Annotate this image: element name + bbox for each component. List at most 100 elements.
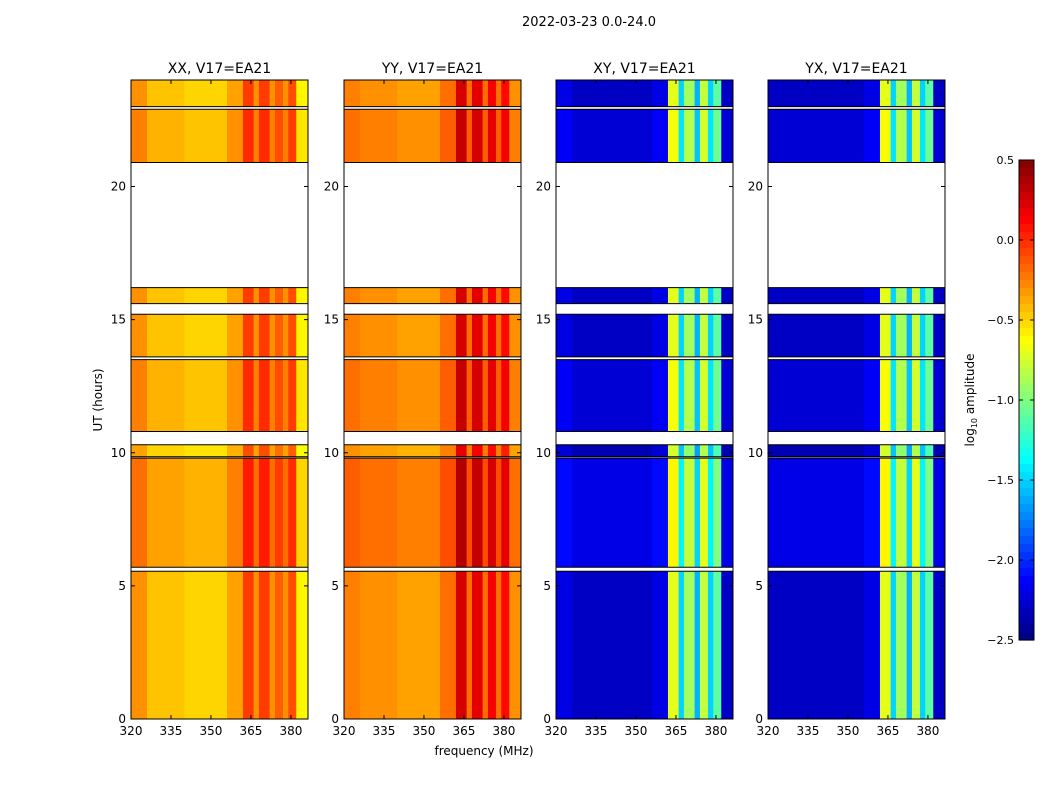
panel-title: XY, V17=EA21 — [593, 61, 695, 77]
heatmap-cell — [890, 287, 897, 304]
heatmap-cell — [274, 287, 284, 304]
heatmap-cell — [571, 571, 610, 719]
colorbar-swatch — [1019, 496, 1034, 505]
heatmap-cell — [274, 80, 284, 107]
heatmap-cell — [226, 109, 244, 163]
heatmap-cell — [678, 287, 685, 304]
colorbar-swatch — [1019, 376, 1034, 385]
heatmap-cell — [694, 80, 701, 107]
heatmap-cell — [359, 314, 398, 357]
heatmap-cell — [925, 571, 934, 719]
heatmap-cell — [269, 80, 276, 107]
heatmap-cell — [667, 80, 680, 107]
panel-yy: YY, V17=EA21 320 335 350 365 380 0 5 10 15 20 — [324, 61, 522, 738]
heatmap-cell — [146, 109, 185, 163]
heatmap-cell — [471, 287, 484, 304]
heatmap-cell — [783, 287, 822, 304]
panel-yx: YX, V17=EA21 320 335 350 365 380 0 5 10 15 20 — [748, 61, 946, 738]
colorbar-swatch — [1019, 480, 1034, 489]
colorbar-swatch — [1019, 160, 1034, 169]
heatmap-cell — [226, 314, 244, 357]
x-tick-label: 380 — [916, 724, 939, 738]
heatmap-cell — [269, 109, 276, 163]
colorbar-swatch — [1019, 264, 1034, 273]
heatmap-cell — [131, 287, 148, 304]
heatmap-cell — [683, 109, 696, 163]
heatmap-cell — [895, 109, 908, 163]
heatmap-cell — [925, 109, 934, 163]
heatmap-cell — [911, 444, 921, 457]
heatmap-cell — [495, 444, 502, 457]
heatmap-cell — [933, 109, 946, 163]
colorbar-swatch — [1019, 536, 1034, 545]
heatmap-cell — [296, 80, 309, 107]
x-tick-label: 365 — [877, 724, 900, 738]
colorbar-swatch — [1019, 328, 1034, 337]
heatmap-cell — [253, 458, 260, 568]
heatmap-cell — [282, 80, 289, 107]
panel-frame — [555, 79, 734, 720]
heatmap-cell — [651, 80, 669, 107]
heatmap-cell — [651, 571, 669, 719]
colorbar-swatch — [1019, 432, 1034, 441]
heatmap-cell — [694, 109, 701, 163]
x-tick-label: 350 — [837, 724, 860, 738]
heatmap-cell — [242, 287, 255, 304]
heatmap-cell — [879, 444, 892, 457]
heatmap-cell — [501, 571, 510, 719]
heatmap-cell — [131, 314, 148, 357]
heatmap-cell — [226, 458, 244, 568]
heatmap-cell — [471, 571, 484, 719]
colorbar-swatch — [1019, 504, 1034, 513]
heatmap-cell — [482, 80, 489, 107]
heatmap-cell — [683, 571, 696, 719]
colorbar-swatch — [1019, 200, 1034, 209]
heatmap-cell — [713, 314, 722, 357]
heatmap-cell — [911, 458, 921, 568]
heatmap-cell — [609, 314, 653, 357]
heatmap-cell — [146, 80, 185, 107]
heatmap-cell — [344, 80, 361, 107]
heatmap-cell — [226, 287, 244, 304]
heatmap-cell — [439, 458, 457, 568]
heatmap-cell — [925, 80, 934, 107]
heatmap-cell — [694, 458, 701, 568]
heatmap-cell — [258, 571, 271, 719]
heatmap-cell — [609, 287, 653, 304]
heatmap-cell — [571, 359, 610, 432]
heatmap-cell — [925, 287, 934, 304]
heatmap-cell — [699, 444, 709, 457]
heatmap-cell — [397, 359, 441, 432]
colorbar-swatch — [1019, 456, 1034, 465]
heatmap-cell — [131, 109, 148, 163]
heatmap-cell — [439, 571, 457, 719]
heatmap-cell — [274, 314, 284, 357]
heatmap-cell — [495, 80, 502, 107]
heatmap-cell — [919, 359, 926, 432]
heatmap-cell — [768, 444, 785, 457]
colorbar-swatch — [1019, 608, 1034, 617]
heatmap-cell — [863, 109, 881, 163]
x-tick-label: 335 — [797, 724, 820, 738]
heatmap-cell — [495, 109, 502, 163]
x-tick-label: 320 — [120, 724, 143, 738]
heatmap-cell — [466, 571, 473, 719]
y-tick-label: 0 — [543, 712, 551, 726]
y-tick-label: 20 — [111, 180, 126, 194]
heatmap-cell — [482, 287, 489, 304]
colorbar-swatch — [1019, 216, 1034, 225]
heatmap-cell — [890, 444, 897, 457]
heatmap-cell — [269, 314, 276, 357]
x-axis-label: frequency (MHz) — [434, 744, 533, 758]
heatmap-cell — [455, 287, 468, 304]
colorbar-swatch — [1019, 336, 1034, 345]
heatmap-cell — [678, 571, 685, 719]
heatmap-cell — [863, 314, 881, 357]
heatmap-cell — [713, 109, 722, 163]
heatmap-cell — [487, 314, 497, 357]
heatmap-cell — [925, 444, 934, 457]
heatmap-cell — [184, 314, 228, 357]
heatmap-cell — [879, 458, 892, 568]
heatmap-cell — [571, 458, 610, 568]
